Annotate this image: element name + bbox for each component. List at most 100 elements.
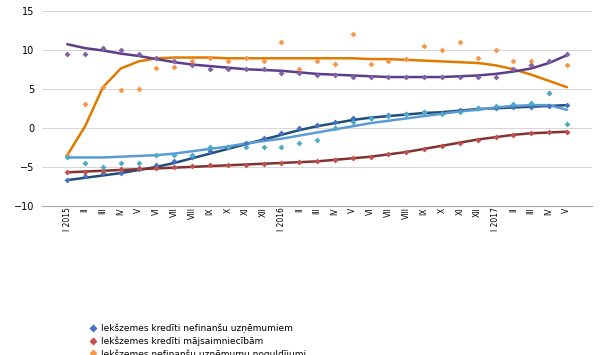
Point [544,129,554,135]
Point [294,159,304,165]
Point [98,164,108,170]
Point [116,166,126,172]
Point [544,90,554,95]
Point [98,170,108,176]
Point [259,144,268,150]
Point [348,120,358,125]
Point [223,144,233,150]
Point [490,105,500,111]
Point [62,169,72,175]
Point [116,170,126,176]
Point [241,162,251,167]
Point [455,109,464,115]
Point [490,134,500,140]
Point [80,169,90,174]
Point [62,155,72,160]
Point [170,59,179,64]
Point [402,74,411,80]
Point [384,74,393,80]
Point [384,152,393,157]
Point [402,149,411,155]
Point [116,87,126,93]
Point [562,62,572,68]
Point [312,158,322,163]
Point [187,152,197,158]
Point [330,119,340,124]
Point [437,111,447,116]
Point [170,159,179,164]
Point [241,140,251,146]
Point [366,74,376,80]
Point [455,107,464,113]
Point [80,102,90,107]
Point [509,59,518,64]
Point [562,102,572,108]
Point [170,164,179,170]
Point [509,132,518,138]
Point [437,47,447,53]
Point [277,39,286,45]
Point [473,105,483,111]
Point [241,66,251,72]
Point [152,66,161,71]
Point [366,61,376,67]
Point [527,104,536,110]
Point [134,165,144,171]
Point [134,86,144,92]
Point [205,66,215,72]
Point [187,62,197,67]
Point [205,148,215,154]
Point [366,116,376,121]
Point [62,177,72,183]
Point [419,43,429,49]
Point [330,125,340,131]
Point [527,130,536,136]
Point [490,103,500,109]
Point [384,113,393,119]
Point [134,51,144,56]
Point [241,144,251,150]
Point [527,100,536,106]
Point [384,113,393,118]
Point [348,116,358,121]
Point [366,115,376,120]
Point [223,59,233,64]
Point [62,152,72,158]
Point [116,160,126,166]
Point [490,47,500,53]
Point [312,137,322,142]
Point [473,55,483,60]
Point [330,72,340,77]
Point [98,45,108,51]
Point [419,74,429,80]
Point [98,168,108,174]
Point [473,137,483,142]
Point [330,61,340,67]
Point [134,166,144,172]
Point [527,62,536,68]
Point [419,109,429,115]
Point [170,64,179,70]
Point [294,66,304,72]
Point [170,152,179,158]
Point [402,111,411,116]
Point [473,74,483,80]
Point [134,160,144,166]
Point [241,55,251,60]
Point [205,55,215,60]
Point [312,122,322,127]
Point [437,110,447,116]
Point [80,173,90,179]
Point [259,161,268,166]
Point [152,55,161,60]
Point [205,163,215,168]
Point [223,144,233,150]
Point [509,102,518,107]
Point [455,39,464,45]
Point [152,163,161,168]
Point [419,109,429,115]
Point [509,104,518,110]
Point [544,90,554,95]
Point [384,59,393,64]
Point [348,155,358,161]
